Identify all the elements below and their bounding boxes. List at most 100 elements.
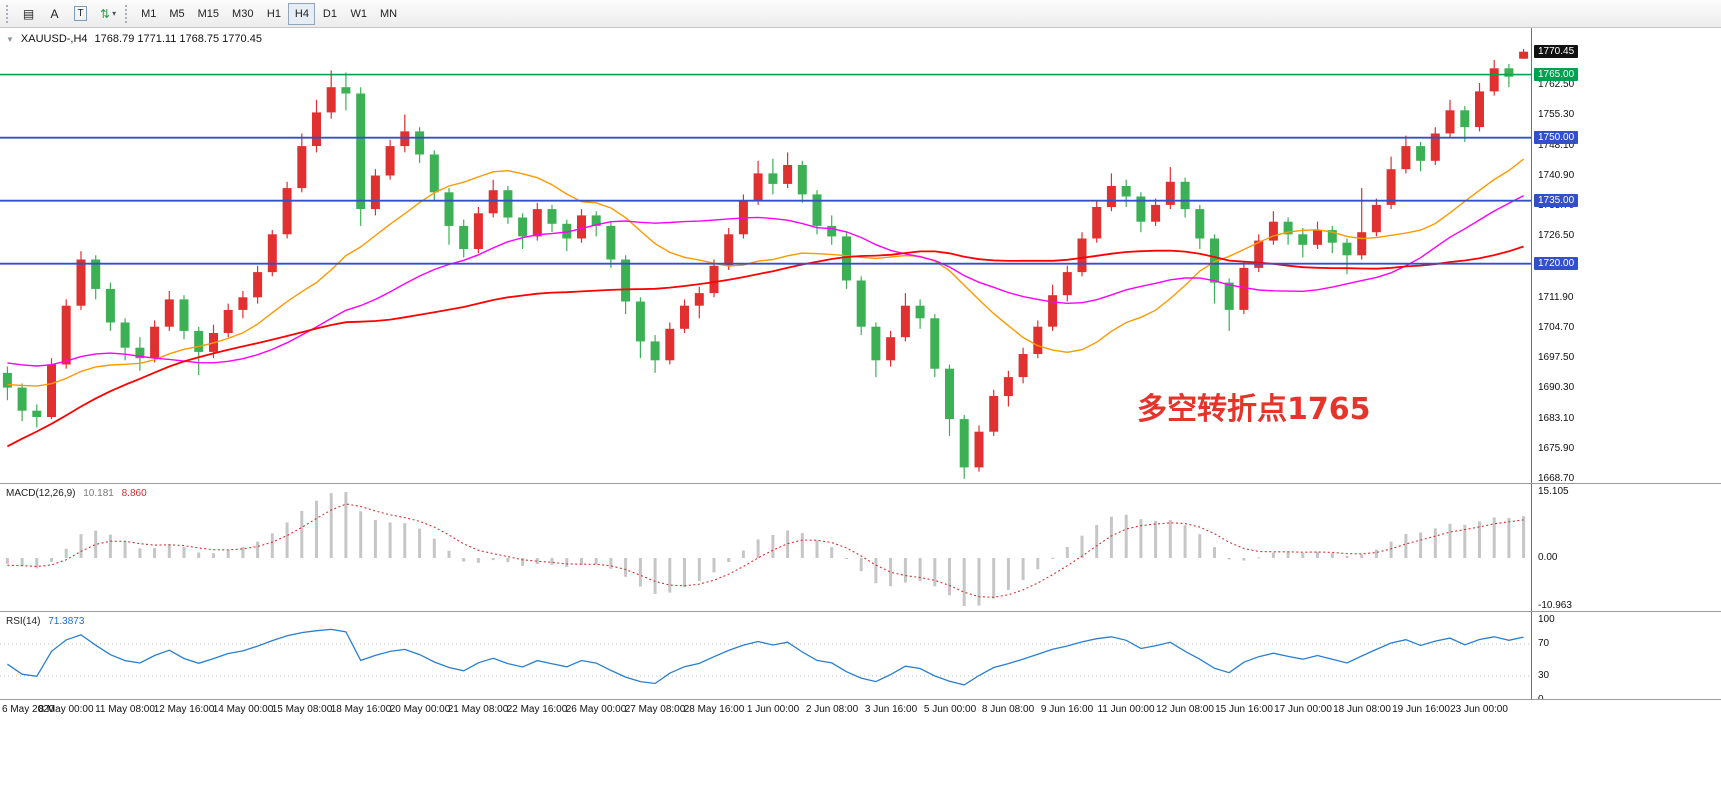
rsi-value: 71.3873 <box>48 616 85 627</box>
rsi-canvas[interactable] <box>0 612 1531 700</box>
candle-body <box>282 188 292 235</box>
candle-body <box>1386 169 1396 205</box>
symbol-line: ▼ XAUUSD-,H4 1768.79 1771.11 1768.75 177… <box>6 33 262 45</box>
candle-body <box>989 396 999 432</box>
macd-bar <box>1213 547 1216 558</box>
macd-bar <box>1021 558 1025 580</box>
macd-bar <box>1036 558 1040 570</box>
candle-body <box>2 372 12 388</box>
toolbar-grip-2[interactable] <box>125 4 129 23</box>
macd-bar <box>108 534 112 558</box>
macd-bar <box>1522 516 1526 558</box>
timeframe-button-d1[interactable]: D1 <box>316 3 343 25</box>
candle-body <box>1401 146 1411 170</box>
chart-annotation-text[interactable]: 多空转折点1765 <box>1137 392 1371 427</box>
timeframe-button-mn[interactable]: MN <box>374 3 403 25</box>
rsi-tick: 100 <box>1538 614 1555 625</box>
candle-body <box>1357 232 1367 256</box>
rsi-axis[interactable]: 100 70 30 0 <box>1531 612 1721 699</box>
ma-mid-magenta <box>7 194 1524 367</box>
macd-bar <box>580 558 583 565</box>
macd-panel: MACD(12,26,9) 10.181 8.860 15.105 0.00 -10… <box>0 483 1721 611</box>
price-axis[interactable]: 1762.501755.301748.101740.901733.701726.… <box>1531 28 1721 483</box>
timeframe-button-m1[interactable]: M1 <box>135 3 162 25</box>
candle-body <box>886 337 896 361</box>
text-label-button[interactable]: A <box>42 3 67 25</box>
candle-body <box>930 318 940 369</box>
macd-signal-value: 8.860 <box>121 488 147 499</box>
macd-bar <box>889 558 893 587</box>
time-label: 27 May 08:00 <box>624 704 686 715</box>
macd-bar <box>992 558 996 599</box>
macd-bar <box>1271 552 1275 558</box>
candle-body <box>297 146 307 189</box>
time-label: 28 May 16:00 <box>683 704 745 715</box>
timeframe-button-m15[interactable]: M15 <box>192 3 225 25</box>
candle-body <box>370 175 380 210</box>
time-label: 8 Jun 08:00 <box>981 704 1035 715</box>
time-axis[interactable]: 6 May 2020 8 May 00:00 11 May 08:00 12 May … <box>0 700 1721 720</box>
macd-bar <box>1095 525 1099 558</box>
timeframe-button-m30[interactable]: M30 <box>226 3 259 25</box>
price-tick: 1697.50 <box>1538 352 1575 363</box>
macd-bar <box>830 547 834 558</box>
time-label: 6 May 2020 <box>2 704 55 715</box>
timeframe-button-h1[interactable]: H1 <box>260 3 287 25</box>
toolbar-grip[interactable] <box>6 4 10 23</box>
price-tick: 1726.50 <box>1538 230 1575 241</box>
candle-body <box>1048 295 1058 327</box>
macd-bar <box>903 558 907 583</box>
template-button[interactable]: T <box>68 3 93 25</box>
time-label: 2 Jun 08:00 <box>805 704 859 715</box>
macd-bar <box>697 558 701 581</box>
macd-bar <box>1463 524 1467 558</box>
candle-body <box>1489 68 1499 92</box>
macd-bar <box>565 558 569 567</box>
macd-bar <box>226 550 230 558</box>
macd-bar <box>315 500 318 558</box>
chart-title: XAUUSD-,H4 <box>20 33 88 45</box>
rsi-name: RSI(14) <box>6 616 41 627</box>
macd-canvas[interactable] <box>0 484 1531 611</box>
candle-body <box>768 173 778 184</box>
candle-body <box>135 347 145 359</box>
candle-body <box>591 215 601 226</box>
dropdown-arrow-icon: ▾ <box>112 9 117 18</box>
macd-axis[interactable]: 15.105 0.00 -10.963 <box>1531 484 1721 611</box>
rsi-tick: 0 <box>1538 694 1544 700</box>
macd-bar <box>35 558 39 569</box>
price-tick: 1675.90 <box>1538 443 1575 454</box>
indicators-button[interactable]: ⇅ ▾ <box>94 3 122 25</box>
candle-body <box>415 131 425 155</box>
macd-bar <box>1198 534 1202 558</box>
candle-body <box>267 234 277 273</box>
macd-bar <box>388 522 392 558</box>
macd-tick: 15.105 <box>1538 486 1569 497</box>
macd-bar <box>1124 514 1128 558</box>
macd-bar <box>712 558 716 573</box>
candle-body <box>1298 234 1308 245</box>
time-label: 19 Jun 16:00 <box>1392 704 1450 715</box>
charts-grid-button[interactable]: ▤ <box>16 3 41 25</box>
macd-bar <box>138 548 142 558</box>
candle-body <box>1165 181 1175 205</box>
time-label: 1 Jun 00:00 <box>746 704 800 715</box>
main-chart-canvas[interactable] <box>0 28 1531 483</box>
candle-body <box>1268 221 1278 241</box>
price-tick: 1748.10 <box>1538 140 1575 151</box>
timeframe-button-h4[interactable]: H4 <box>288 2 316 25</box>
macd-bar <box>756 539 760 558</box>
candle-body <box>900 305 910 338</box>
macd-bar <box>153 548 157 558</box>
macd-bar <box>79 534 83 558</box>
timeframe-button-m5[interactable]: M5 <box>163 3 190 25</box>
one-click-expander-icon[interactable]: ▼ <box>6 34 14 44</box>
timeframe-button-w1[interactable]: W1 <box>344 3 373 25</box>
candle-body <box>1136 196 1146 222</box>
candle-body <box>1327 230 1337 243</box>
candle-body <box>1430 133 1440 161</box>
macd-bar <box>668 558 672 593</box>
macd-bar <box>1109 516 1113 558</box>
macd-bar <box>403 523 407 558</box>
macd-bar <box>1507 517 1511 558</box>
